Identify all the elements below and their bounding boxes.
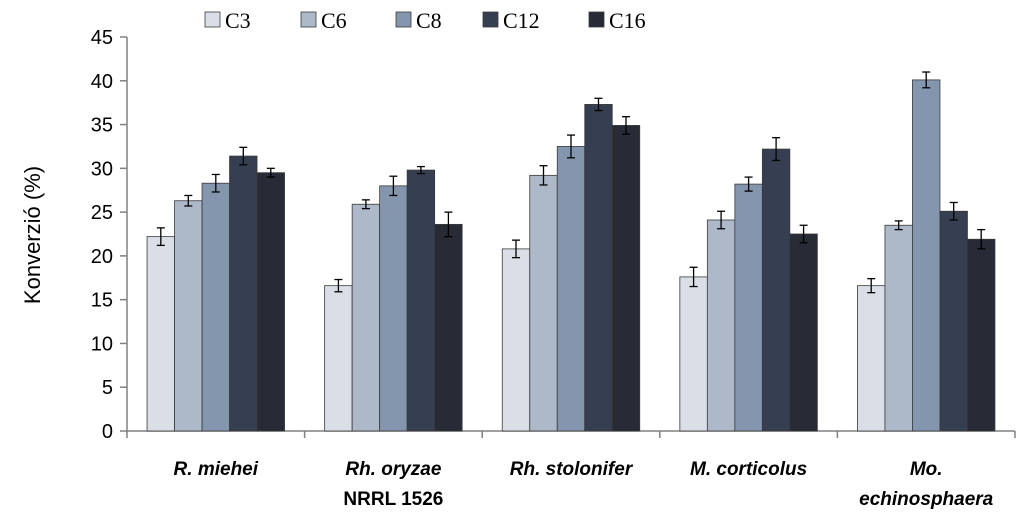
bar-c8-4 (912, 79, 941, 432)
bar-c3-4 (857, 285, 886, 432)
y-tick-label: 5 (102, 377, 113, 399)
y-tick-label: 20 (91, 246, 113, 268)
category-label: M. corticolus (690, 459, 807, 480)
legend-label-c6: C6 (321, 8, 347, 33)
legend-swatch-c8 (395, 11, 412, 28)
bar-c12-1 (406, 169, 436, 432)
bar-c16-3 (789, 233, 818, 432)
y-axis: 0 5 10 15 20 25 30 35 40 45 (91, 27, 128, 443)
bar-c12-3 (761, 148, 791, 432)
category-label-line2: NRRL 1526 (343, 489, 443, 510)
bar-c6-2 (529, 174, 558, 432)
legend-swatch-c3 (204, 11, 221, 28)
y-axis-label: Konverzió (%) (20, 166, 45, 304)
bar-c3-2 (501, 248, 531, 432)
category-label: R. miehei (174, 459, 259, 480)
bar-c6-0 (174, 200, 203, 432)
bar-c8-0 (201, 182, 230, 432)
bar-c8-2 (556, 146, 586, 432)
bar-c16-0 (256, 172, 285, 432)
y-tick-label: 0 (102, 421, 113, 443)
y-tick-label: 45 (91, 27, 113, 49)
bars (146, 71, 996, 432)
y-tick-label: 10 (91, 333, 113, 355)
category-label-line2: echinosphaera (859, 489, 994, 510)
bar-c3-0 (146, 236, 175, 432)
legend-label-c12: C12 (503, 8, 540, 33)
y-tick-label: 15 (91, 290, 113, 312)
bar-c6-4 (884, 224, 913, 432)
bar-c8-1 (379, 185, 408, 432)
bar-c3-3 (679, 276, 708, 432)
bar-c12-0 (229, 155, 258, 432)
legend-swatch-c6 (300, 11, 317, 28)
bar-c16-4 (967, 238, 996, 432)
bar-c12-4 (939, 210, 968, 432)
category-label: Mo. (910, 459, 943, 480)
bar-c16-2 (611, 125, 641, 432)
legend-label-c8: C8 (416, 8, 442, 33)
bar-c6-1 (351, 203, 381, 432)
x-axis: R. miehei Rh. oryzae NRRL 1526 Rh. stolonif… (126, 430, 1016, 510)
legend-label-c16: C16 (609, 8, 646, 33)
legend-swatch-c16 (588, 11, 605, 28)
y-tick-label: 35 (91, 115, 113, 137)
bar-c16-1 (434, 223, 463, 432)
bar-c3-1 (324, 285, 353, 432)
legend: C3 C6 C8 C12 C16 (204, 8, 646, 33)
category-label: Rh. oryzae (345, 459, 442, 480)
bar-c6-3 (706, 219, 736, 432)
bar-c12-2 (584, 104, 613, 432)
bar-c8-3 (734, 183, 763, 432)
legend-label-c3: C3 (225, 8, 251, 33)
category-label: Rh. stolonifer (510, 459, 634, 480)
y-tick-label: 40 (91, 71, 113, 93)
y-tick-label: 25 (91, 202, 113, 224)
y-tick-label: 30 (91, 158, 113, 180)
legend-swatch-c12 (482, 11, 499, 28)
